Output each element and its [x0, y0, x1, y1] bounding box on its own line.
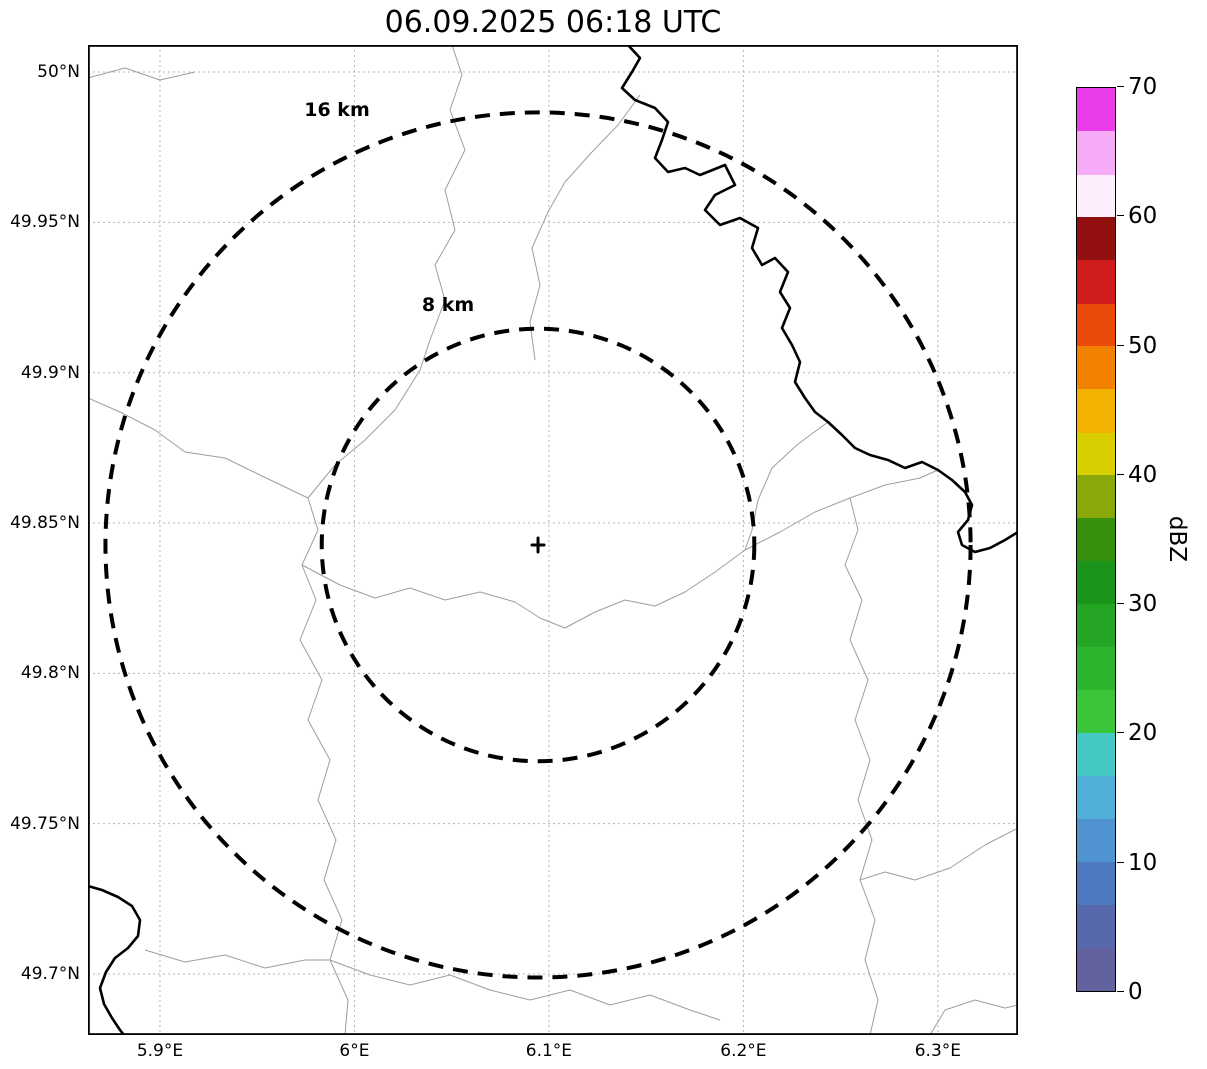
y-tick-label: 49.7°N: [20, 963, 80, 984]
colorbar-segment: [1077, 517, 1115, 562]
colorbar-tick: [1117, 732, 1124, 734]
colorbar-segment: [1077, 862, 1115, 905]
colorbar-tick-label: 30: [1128, 591, 1158, 618]
x-tick-label: 6.1°E: [525, 1041, 573, 1061]
colorbar-tick-label: 40: [1128, 461, 1158, 488]
colorbar-tick: [1117, 215, 1124, 217]
colorbar-segment: [1077, 475, 1115, 518]
municipal-boundary-line: [88, 397, 309, 499]
plot-title: 06.09.2025 06:18 UTC: [384, 5, 722, 40]
colorbar-tick: [1117, 603, 1124, 605]
colorbar-tick: [1117, 991, 1124, 992]
colorbar-segment: [1077, 775, 1115, 820]
municipal-boundary-line: [744, 421, 829, 551]
colorbar-segment: [1077, 259, 1115, 304]
colorbar-segment: [1077, 646, 1115, 691]
colorbar-segment: [1077, 432, 1115, 476]
colorbar-segment: [1077, 561, 1115, 605]
colorbar-gradient: [1076, 87, 1116, 992]
y-tick-label: 49.9°N: [20, 362, 80, 383]
x-tick-label: 5.9°E: [136, 1041, 184, 1061]
x-tick-label: 6°E: [339, 1041, 370, 1061]
colorbar-segment: [1077, 88, 1115, 131]
municipal-boundary-line: [929, 999, 1018, 1035]
colorbar-segment: [1077, 303, 1115, 347]
range-ring-circle: [103, 110, 973, 980]
y-tick-label: 49.8°N: [20, 663, 80, 684]
y-tick-label: 50°N: [37, 62, 80, 83]
y-tick-label: 49.95°N: [10, 212, 80, 233]
colorbar-segment: [1077, 346, 1115, 389]
map-canvas: [88, 45, 1018, 1035]
colorbar-segment: [1077, 130, 1115, 175]
colorbar-segment: [1077, 217, 1115, 260]
colorbar-tick-label: 10: [1128, 849, 1158, 876]
y-tick-label: 49.85°N: [10, 513, 80, 533]
colorbar-tick-label: 0: [1128, 979, 1143, 1005]
municipal-boundary-line: [88, 67, 196, 81]
colorbar-segment: [1077, 604, 1115, 647]
colorbar-segment: [1077, 174, 1115, 218]
colorbar-tick: [1117, 344, 1124, 346]
colorbar-tick: [1117, 86, 1124, 87]
range-ring-circle: [319, 326, 757, 764]
colorbar-tick: [1117, 861, 1124, 863]
colorbar-segment: [1077, 388, 1115, 433]
colorbar-tick: [1117, 473, 1124, 475]
municipal-boundary-line: [844, 497, 879, 1035]
municipal-boundary-line: [529, 94, 641, 361]
colorbar-segment: [1077, 948, 1115, 991]
x-tick-label: 6.2°E: [720, 1041, 767, 1061]
colorbar-tick-label: 20: [1128, 720, 1158, 747]
colorbar-segment: [1077, 690, 1115, 734]
colorbar-tick-label: 60: [1128, 203, 1158, 230]
municipal-boundary-line: [307, 45, 466, 499]
colorbar-label: dBZ: [1164, 515, 1190, 563]
municipal-boundary-line: [301, 469, 939, 629]
range-ring-label: 16 km: [304, 99, 370, 121]
colorbar: 0 10 20 30 40 50 60 70: [1076, 74, 1157, 1005]
colorbar-segment: [1077, 904, 1115, 949]
map-plot: 16 km 8 km: [88, 45, 1018, 1035]
colorbar-tick-label: 70: [1128, 74, 1158, 100]
x-tick-label: 6.3°E: [914, 1041, 961, 1061]
colorbar-segment: [1077, 733, 1115, 776]
y-tick-label: 49.75°N: [10, 813, 80, 834]
colorbar-tick-label: 50: [1128, 332, 1158, 359]
municipal-boundary-line: [859, 827, 1018, 881]
river-border-line: [620, 45, 1018, 554]
municipal-boundary-line: [299, 497, 349, 1035]
river-border-line: [88, 884, 142, 1035]
plot-frame: [88, 45, 1018, 1035]
municipal-boundary-line: [144, 949, 721, 1021]
colorbar-segment: [1077, 819, 1115, 863]
range-ring-label: 8 km: [421, 294, 475, 316]
